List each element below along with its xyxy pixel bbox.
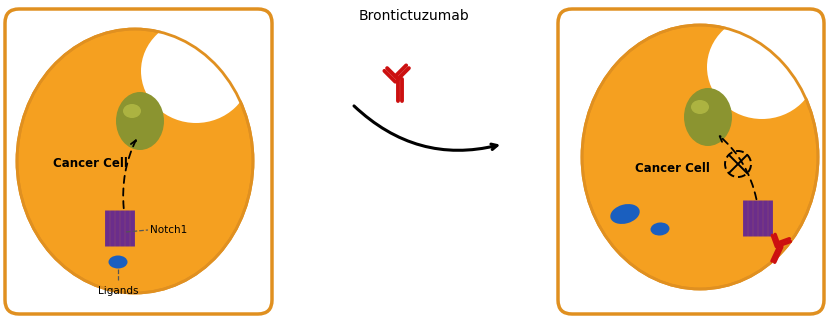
Ellipse shape — [17, 29, 253, 293]
Ellipse shape — [108, 256, 128, 269]
Ellipse shape — [691, 100, 708, 114]
Text: Cancer Cell: Cancer Cell — [633, 162, 709, 175]
Ellipse shape — [141, 19, 251, 123]
FancyBboxPatch shape — [557, 9, 823, 314]
Ellipse shape — [706, 15, 816, 119]
Text: Cancer Cell: Cancer Cell — [52, 158, 128, 170]
Ellipse shape — [123, 104, 141, 118]
Text: Notch1: Notch1 — [150, 225, 187, 235]
Ellipse shape — [116, 92, 164, 150]
Ellipse shape — [609, 204, 639, 224]
Ellipse shape — [683, 88, 731, 146]
Ellipse shape — [650, 222, 669, 235]
Ellipse shape — [581, 25, 817, 289]
Text: Brontictuzumab: Brontictuzumab — [359, 9, 469, 23]
FancyBboxPatch shape — [5, 9, 272, 314]
Text: Ligands: Ligands — [98, 286, 138, 296]
